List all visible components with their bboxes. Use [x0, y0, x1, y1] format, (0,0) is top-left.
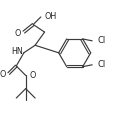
Text: Cl: Cl	[98, 60, 106, 69]
Text: HN: HN	[11, 47, 23, 56]
Text: O: O	[15, 29, 21, 37]
Text: O: O	[0, 70, 6, 79]
Text: OH: OH	[45, 13, 57, 22]
Text: O: O	[30, 71, 36, 80]
Text: Cl: Cl	[98, 36, 106, 45]
